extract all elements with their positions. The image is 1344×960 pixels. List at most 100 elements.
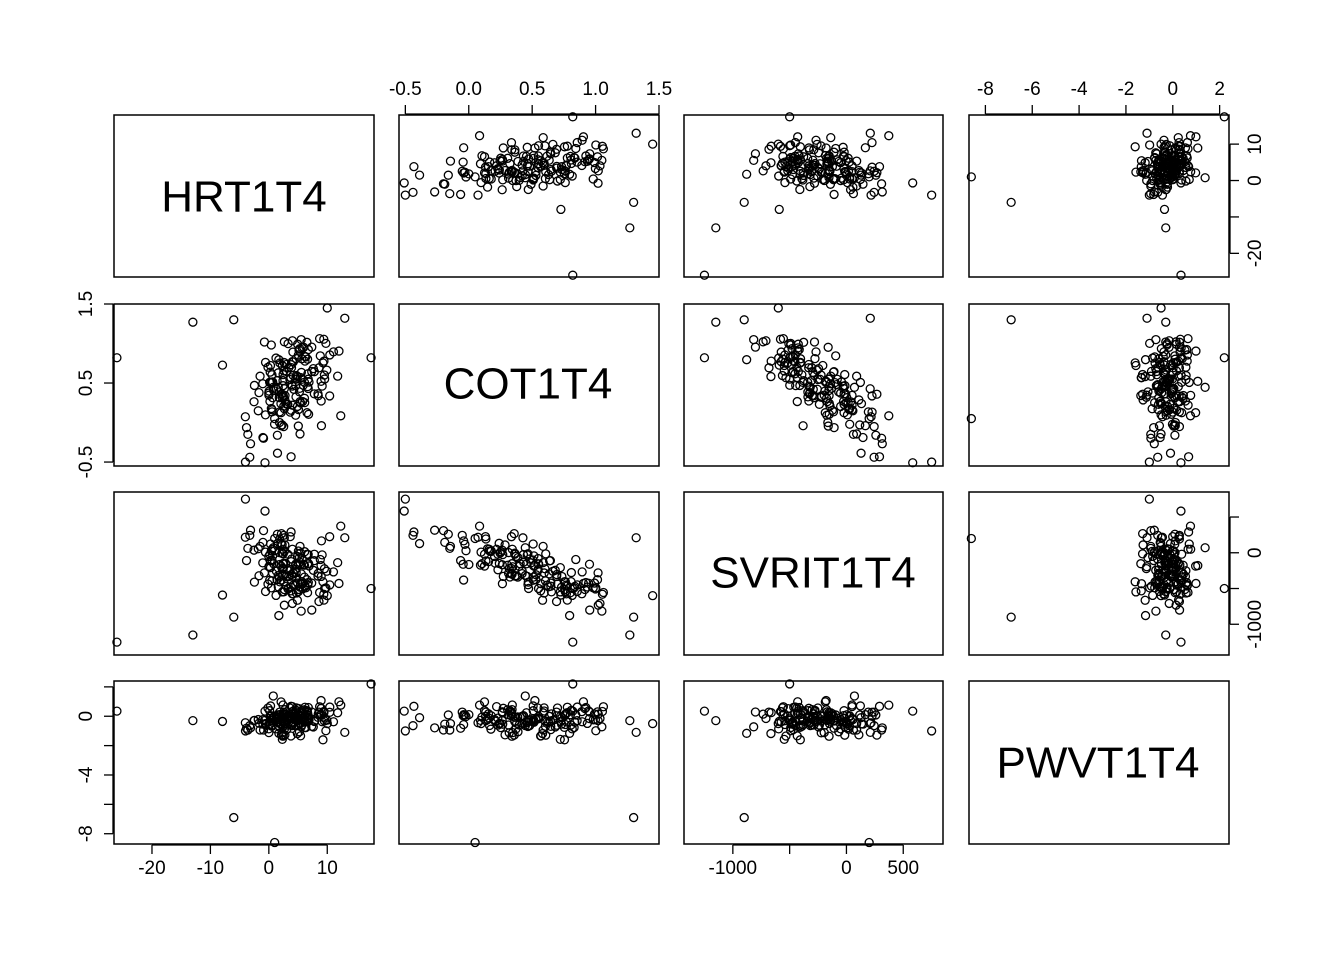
data-point bbox=[851, 429, 862, 439]
data-point bbox=[1171, 357, 1181, 368]
data-point bbox=[821, 695, 831, 706]
data-point bbox=[293, 350, 304, 360]
data-point bbox=[546, 724, 556, 735]
data-point bbox=[1165, 399, 1175, 410]
data-point bbox=[1176, 178, 1186, 188]
data-point bbox=[270, 837, 280, 848]
data-point bbox=[815, 159, 825, 169]
data-point bbox=[522, 571, 532, 582]
data-point bbox=[524, 161, 535, 171]
data-point bbox=[1168, 571, 1178, 582]
data-point bbox=[798, 175, 808, 185]
data-point bbox=[399, 506, 409, 516]
data-point bbox=[848, 182, 858, 192]
data-point bbox=[1158, 153, 1168, 163]
data-point bbox=[1200, 173, 1210, 183]
data-point bbox=[823, 342, 833, 352]
data-point bbox=[530, 143, 540, 153]
data-point bbox=[794, 344, 804, 355]
data-point bbox=[798, 421, 808, 431]
data-point bbox=[514, 720, 524, 730]
data-point bbox=[815, 374, 825, 384]
data-point bbox=[498, 549, 508, 560]
data-point bbox=[1154, 175, 1164, 186]
data-point bbox=[1183, 527, 1194, 537]
data-point bbox=[291, 588, 302, 598]
data-point bbox=[1182, 153, 1192, 163]
data-point bbox=[1158, 368, 1168, 378]
data-point bbox=[217, 716, 228, 727]
data-point bbox=[628, 812, 639, 823]
data-point bbox=[269, 712, 279, 722]
data-point bbox=[786, 174, 796, 184]
panel-frames bbox=[113, 114, 1230, 845]
data-point bbox=[1160, 141, 1170, 151]
data-point bbox=[781, 731, 791, 741]
data-point bbox=[884, 700, 894, 710]
data-point bbox=[498, 703, 508, 713]
data-point bbox=[966, 413, 976, 424]
data-point bbox=[590, 715, 601, 725]
data-point bbox=[1144, 494, 1155, 504]
data-point bbox=[270, 413, 280, 424]
data-point bbox=[285, 531, 295, 542]
data-point bbox=[564, 610, 575, 621]
data-point bbox=[440, 719, 450, 729]
data-point bbox=[780, 157, 790, 167]
data-point bbox=[313, 571, 323, 581]
axis-SVRIT1T4-bottom-tick-label: 0 bbox=[841, 858, 852, 879]
data-point bbox=[829, 422, 839, 433]
data-point bbox=[1173, 132, 1183, 143]
data-point bbox=[541, 730, 551, 740]
data-point bbox=[848, 725, 859, 735]
data-point bbox=[336, 700, 346, 710]
data-point bbox=[479, 697, 490, 707]
data-point bbox=[475, 715, 486, 726]
data-point bbox=[282, 565, 292, 575]
axis-HRT1T4-bottom-tick-label: 0 bbox=[264, 858, 275, 879]
data-point bbox=[874, 701, 885, 711]
data-point bbox=[408, 187, 418, 198]
data-point bbox=[866, 718, 876, 728]
data-point bbox=[279, 530, 289, 540]
data-point bbox=[1165, 549, 1175, 559]
data-point bbox=[279, 357, 289, 368]
data-point bbox=[1173, 381, 1183, 392]
data-point bbox=[328, 347, 339, 357]
panel-HRT1T4-vs-HRT1T4 bbox=[113, 114, 375, 278]
data-point bbox=[773, 139, 783, 149]
data-point bbox=[1156, 410, 1166, 420]
axis-PWVT1T4-top-tick-label: -6 bbox=[1024, 79, 1041, 100]
data-point bbox=[860, 710, 871, 720]
data-point bbox=[1166, 151, 1176, 161]
data-point bbox=[461, 546, 471, 556]
data-point bbox=[867, 137, 877, 148]
data-point bbox=[265, 549, 275, 560]
data-point bbox=[1166, 409, 1176, 419]
scatter-points bbox=[112, 112, 1229, 848]
data-point bbox=[1145, 583, 1155, 593]
data-point bbox=[279, 421, 289, 432]
data-point bbox=[795, 184, 805, 195]
data-point bbox=[414, 538, 425, 549]
data-point bbox=[507, 700, 517, 710]
data-point bbox=[544, 556, 555, 566]
data-point bbox=[1146, 525, 1156, 536]
data-point bbox=[366, 679, 376, 689]
data-point bbox=[266, 340, 276, 350]
data-point bbox=[302, 708, 313, 718]
data-point bbox=[491, 701, 502, 712]
data-point bbox=[1146, 581, 1157, 591]
data-point bbox=[291, 410, 301, 420]
data-point bbox=[1156, 591, 1166, 601]
data-point bbox=[625, 630, 635, 640]
data-point bbox=[1219, 112, 1229, 122]
data-point bbox=[781, 373, 791, 383]
data-point bbox=[188, 715, 198, 726]
data-point bbox=[366, 353, 376, 363]
panel-HRT1T4-vs-SVRIT1T4 bbox=[683, 114, 944, 278]
data-point bbox=[582, 718, 592, 729]
axis-HRT1T4-bottom-tick-label: 10 bbox=[317, 858, 338, 879]
data-point bbox=[318, 358, 328, 368]
data-point bbox=[1156, 303, 1166, 313]
